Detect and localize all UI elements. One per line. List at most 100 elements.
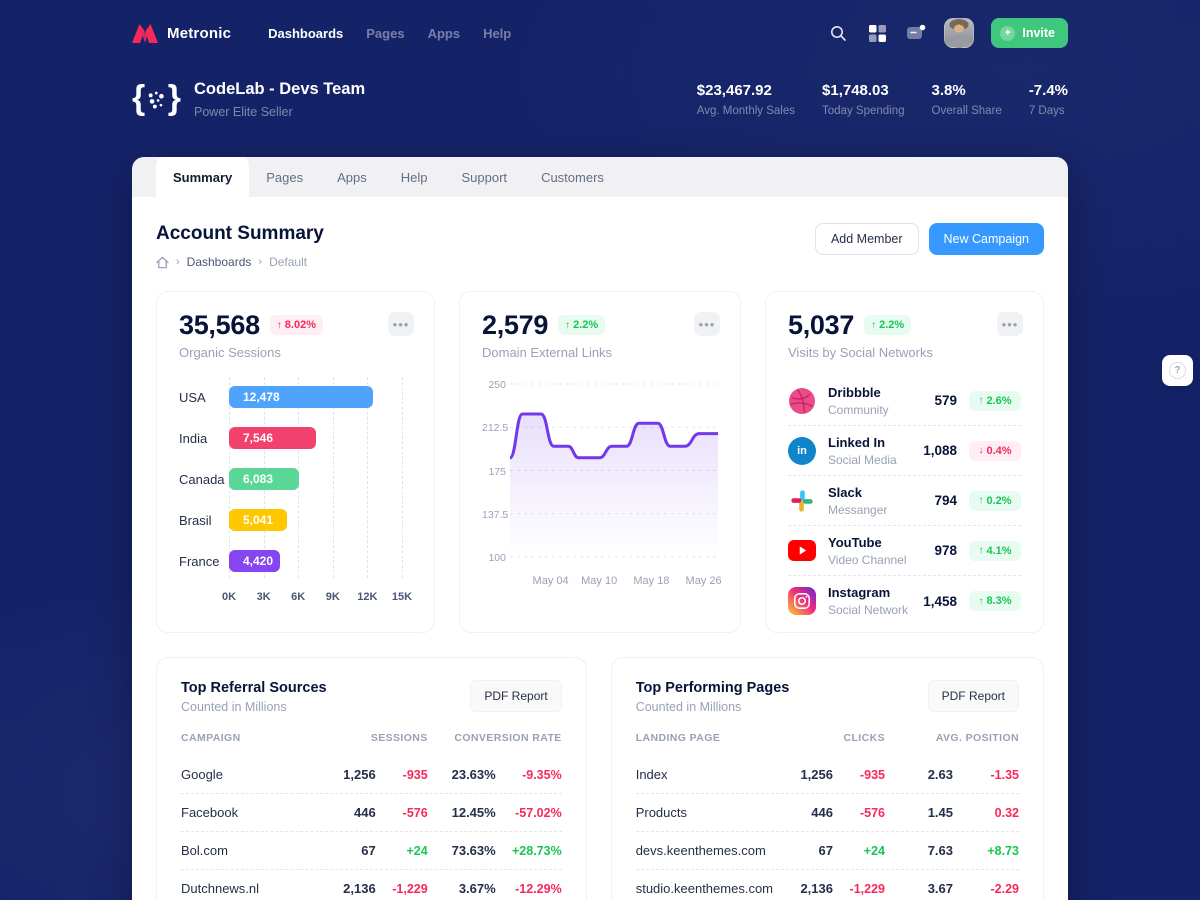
top-performing-pages-card: Top Performing Pages Counted in Millions… bbox=[610, 657, 1044, 900]
breadcrumb-dashboards[interactable]: Dashboards bbox=[186, 255, 252, 269]
organic-sessions-delta-badge: ↑ 8.02% bbox=[269, 315, 323, 335]
top-navbar: Metronic Dashboards Pages Apps Help bbox=[132, 0, 1068, 66]
bar-row-india: India 7,546 bbox=[179, 427, 412, 449]
invite-button[interactable]: + Invite bbox=[991, 18, 1068, 48]
tab-apps[interactable]: Apps bbox=[337, 169, 367, 185]
youtube-icon bbox=[788, 540, 816, 561]
domain-links-delta-badge: ↑ 2.2% bbox=[558, 315, 606, 335]
home-icon[interactable] bbox=[156, 256, 169, 269]
plus-icon: + bbox=[1000, 25, 1016, 41]
pdf-report-button[interactable]: PDF Report bbox=[927, 680, 1019, 712]
organic-sessions-bar-chart: USA 12,478 India 7,546 Canada 6,083 Br bbox=[179, 377, 413, 606]
metronic-brand[interactable]: Metronic bbox=[132, 22, 231, 44]
new-campaign-button[interactable]: New Campaign bbox=[928, 223, 1044, 255]
domain-links-card: 2,579 ↑ 2.2% Domain External Links ••• 25… bbox=[459, 291, 741, 633]
add-member-button[interactable]: Add Member bbox=[814, 223, 919, 255]
team-logo-dots bbox=[148, 91, 164, 108]
arrow-up-icon: ↑ bbox=[978, 595, 984, 607]
referral-table: CAMPAIGN SESSIONS CONVERSION RATE Google… bbox=[181, 732, 562, 900]
table-row: devs.keenthemes.com 67 +24 7.63 +8.73 bbox=[635, 832, 1019, 870]
pdf-report-button[interactable]: PDF Report bbox=[470, 680, 562, 712]
page-title: Account Summary bbox=[156, 223, 324, 244]
arrow-up-icon: ↑ bbox=[978, 495, 984, 506]
nav-link-dashboards[interactable]: Dashboards bbox=[268, 25, 344, 41]
dribbble-icon bbox=[788, 387, 816, 415]
area-chart-svg bbox=[508, 383, 720, 558]
question-mark-icon: ? bbox=[1169, 362, 1186, 379]
tab-summary[interactable]: Summary bbox=[156, 157, 250, 197]
domain-links-value: 2,579 bbox=[482, 310, 549, 340]
team-name: CodeLab - Devs Team bbox=[194, 80, 366, 98]
brand-name: Metronic bbox=[167, 24, 232, 42]
tab-help[interactable]: Help bbox=[400, 169, 428, 185]
top-referral-sources-card: Top Referral Sources Counted in Millions… bbox=[156, 657, 587, 900]
pages-table-header: LANDING PAGE CLICKS AVG. POSITION bbox=[635, 732, 1019, 744]
bar-usa: 12,478 bbox=[229, 386, 373, 408]
bar-row-france: France 4,420 bbox=[179, 550, 412, 572]
bar-row-canada: Canada 6,083 bbox=[179, 468, 412, 490]
social-visits-value: 5,037 bbox=[788, 310, 855, 340]
tab-pages[interactable]: Pages bbox=[266, 169, 304, 185]
instagram-icon bbox=[788, 587, 816, 615]
arrow-down-icon: ↓ bbox=[978, 445, 984, 456]
social-row-slack: Slack Messanger 794 ↑ 0.2% bbox=[788, 476, 1021, 526]
tab-support[interactable]: Support bbox=[461, 169, 508, 185]
social-row-instagram: Instagram Social Network 1,458 ↑ 8.3% bbox=[788, 576, 1021, 626]
organic-sessions-value: 35,568 bbox=[179, 310, 260, 340]
table-row: Bol.com 67 +24 73.63% +28.73% bbox=[181, 832, 562, 870]
arrow-up-icon: ↑ bbox=[565, 319, 571, 331]
organic-sessions-card: 35,568 ↑ 8.02% Organic Sessions ••• USA bbox=[156, 291, 435, 633]
card-menu-button[interactable]: ••• bbox=[694, 312, 720, 336]
table-row: Index 1,256 -935 2.63 -1.35 bbox=[635, 756, 1019, 794]
area-chart-x-axis: May 04 May 10 May 18 May 26 bbox=[532, 575, 722, 587]
social-row-dribbble: Dribbble Community 579 ↑ 2.6% bbox=[788, 376, 1021, 426]
table-row: Google 1,256 -935 23.63% -9.35% bbox=[181, 756, 562, 794]
referral-table-header: CAMPAIGN SESSIONS CONVERSION RATE bbox=[181, 732, 562, 744]
search-icon[interactable] bbox=[827, 22, 849, 44]
stat-today-spending: $1,748.03 Today Spending bbox=[822, 82, 905, 117]
bar-france: 4,420 bbox=[229, 550, 280, 572]
metronic-logo-icon bbox=[132, 22, 158, 44]
social-visits-delta-badge: ↑ 2.2% bbox=[864, 315, 912, 335]
hero-stats: $23,467.92 Avg. Monthly Sales $1,748.03 … bbox=[697, 82, 1068, 117]
arrow-up-icon: ↑ bbox=[871, 319, 877, 331]
social-visits-card: 5,037 ↑ 2.2% Visits by Social Networks ••… bbox=[765, 291, 1044, 633]
card-menu-button[interactable]: ••• bbox=[388, 312, 414, 336]
team-subtitle: Power Elite Seller bbox=[194, 105, 293, 119]
social-row-youtube: YouTube Video Channel 978 ↑ 4.1% bbox=[788, 526, 1021, 576]
user-avatar[interactable] bbox=[944, 18, 975, 48]
pages-table-subtitle: Counted in Millions bbox=[635, 700, 742, 714]
notifications-icon[interactable] bbox=[905, 22, 927, 44]
table-row: Products 446 -576 1.45 0.32 bbox=[635, 794, 1019, 832]
stat-monthly-sales: $23,467.92 Avg. Monthly Sales bbox=[696, 82, 796, 117]
bar-chart-x-axis: 0K 3K 6K 9K 12K 15K bbox=[221, 591, 413, 603]
social-row-linkedin: in Linked In Social Media 1,088 ↓ 0.4% bbox=[788, 426, 1021, 476]
domain-links-area-chart: 250 212.5 175 137.5 100 bbox=[482, 378, 722, 590]
table-row: Dutchnews.nl 2,136 -1,229 3.67% -12.29% bbox=[181, 870, 562, 900]
tab-strip: Summary Pages Apps Help Support Customer… bbox=[132, 157, 1068, 197]
tab-customers[interactable]: Customers bbox=[541, 169, 604, 185]
stat-7-days: -7.4% 7 Days bbox=[1028, 82, 1068, 117]
team-hero: { } CodeLab - Devs Team Power Elite Sell… bbox=[132, 75, 1068, 124]
bar-canada: 6,083 bbox=[229, 468, 300, 490]
slack-icon bbox=[788, 487, 816, 515]
nav-link-apps[interactable]: Apps bbox=[427, 25, 461, 41]
card-menu-button[interactable]: ••• bbox=[997, 312, 1023, 336]
pages-table-title: Top Performing Pages bbox=[635, 680, 790, 696]
domain-links-label: Domain External Links bbox=[482, 345, 613, 360]
breadcrumb: › Dashboards › Default bbox=[156, 255, 324, 269]
referral-table-subtitle: Counted in Millions bbox=[181, 700, 287, 714]
social-visits-label: Visits by Social Networks bbox=[788, 345, 933, 360]
main-nav-links: Dashboards Pages Apps Help bbox=[268, 26, 511, 41]
bar-india: 7,546 bbox=[229, 427, 317, 449]
help-button[interactable]: ? bbox=[1162, 355, 1193, 386]
bar-row-usa: USA 12,478 bbox=[179, 386, 412, 408]
nav-link-help[interactable]: Help bbox=[483, 25, 512, 41]
organic-sessions-label: Organic Sessions bbox=[179, 345, 281, 360]
nav-link-pages[interactable]: Pages bbox=[366, 25, 405, 41]
bar-brasil: 5,041 bbox=[229, 509, 288, 531]
table-row: Facebook 446 -576 12.45% -57.02% bbox=[181, 794, 562, 832]
team-logo: { } bbox=[132, 78, 181, 117]
pages-table: LANDING PAGE CLICKS AVG. POSITION Index … bbox=[635, 732, 1019, 900]
apps-grid-icon[interactable] bbox=[866, 22, 888, 44]
